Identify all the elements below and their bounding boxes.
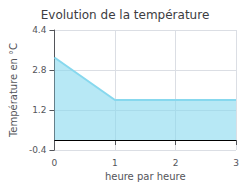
svg-text:2.8: 2.8 xyxy=(32,65,47,75)
svg-text:3: 3 xyxy=(233,158,239,168)
svg-text:1: 1 xyxy=(112,158,118,168)
svg-text:2: 2 xyxy=(173,158,179,168)
svg-text:Température en °C: Température en °C xyxy=(8,43,19,138)
svg-text:Evolution de la température: Evolution de la température xyxy=(41,8,210,22)
svg-text:heure par heure: heure par heure xyxy=(105,171,186,182)
svg-text:1.2: 1.2 xyxy=(32,105,46,115)
svg-text:0: 0 xyxy=(52,158,58,168)
svg-text:-0.4: -0.4 xyxy=(29,145,47,155)
svg-text:4.4: 4.4 xyxy=(32,25,47,35)
